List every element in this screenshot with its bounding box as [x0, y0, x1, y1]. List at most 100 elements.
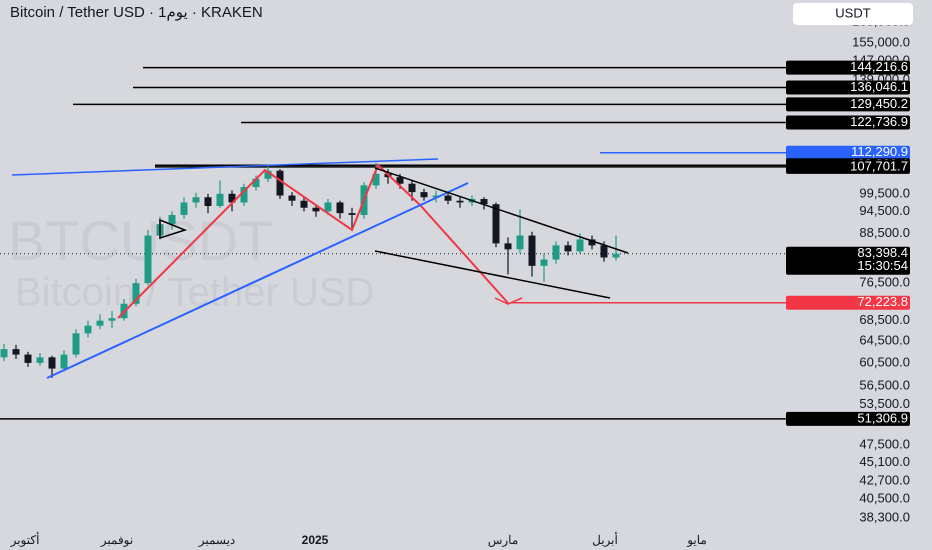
- y-tick-label: 155,000.0: [852, 35, 910, 50]
- y-tick-label: 42,700.0: [859, 473, 910, 488]
- x-tick-label: مايو: [686, 533, 707, 547]
- x-tick-label: أكتوبر: [10, 532, 40, 547]
- drawings: [11, 158, 629, 379]
- candle-body: [396, 177, 404, 184]
- arrow: [494, 297, 523, 305]
- level-box: [786, 295, 910, 310]
- candle-body: [48, 357, 56, 369]
- y-tick-label: 99,500.0: [859, 185, 910, 200]
- currency-button[interactable]: [793, 3, 913, 25]
- candle-body: [264, 170, 272, 179]
- candle-body: [564, 245, 572, 252]
- level-box: [786, 411, 910, 426]
- y-tick-label: 94,500.0: [859, 203, 910, 218]
- level-label: 107,701.7: [850, 158, 908, 173]
- candle-body: [72, 333, 80, 355]
- candle-body: [588, 239, 596, 246]
- candle-body: [552, 245, 560, 260]
- candle-body: [312, 207, 320, 212]
- candle-body: [108, 318, 116, 321]
- candle-body: [504, 243, 512, 250]
- level-box: [786, 97, 910, 112]
- x-tick-label: نوفمبر: [100, 533, 133, 547]
- candle-body: [36, 357, 44, 363]
- candle-body: [192, 197, 200, 203]
- candle-body: [432, 195, 440, 198]
- y-tick-label: 47,500.0: [859, 437, 910, 452]
- y-tick-label: 45,100.0: [859, 454, 910, 469]
- candle-body: [528, 235, 536, 266]
- candle-body: [252, 178, 260, 188]
- y-tick-label: 38,300.0: [859, 510, 910, 525]
- x-tick-label: 2025: [302, 533, 329, 547]
- level-box: [786, 60, 910, 75]
- level-label: 112,290.9: [851, 144, 908, 159]
- candle-body: [336, 202, 344, 214]
- candle-body: [240, 187, 248, 203]
- price-axis: 165,000.0155,000.0147,000.0139,000.099,5…: [786, 13, 910, 525]
- trend-line: [11, 158, 439, 176]
- y-tick-label: 53,500.0: [859, 396, 910, 411]
- candle-body: [228, 193, 236, 203]
- candle-body: [600, 245, 608, 258]
- x-tick-label: مارس: [488, 533, 519, 547]
- level-label: 144,216.6: [850, 59, 908, 74]
- candle-body: [408, 183, 416, 193]
- candle-body: [60, 354, 68, 369]
- level-label: 51,306.9: [857, 410, 908, 425]
- candle-body: [480, 198, 488, 205]
- y-tick-label: 88,500.0: [859, 225, 910, 240]
- candle-body: [516, 235, 524, 250]
- candle-body: [276, 170, 284, 196]
- candle-body: [576, 239, 584, 252]
- candle-body: [444, 195, 452, 201]
- level-label: 129,450.2: [850, 96, 908, 111]
- candle-body: [204, 197, 212, 206]
- candle-body: [456, 200, 464, 203]
- candles: [0, 162, 620, 378]
- watermark: Bitcoin / Tether USD: [15, 271, 374, 315]
- level-box: [786, 80, 910, 95]
- triangle: [159, 218, 188, 240]
- candle-body: [12, 349, 20, 355]
- candle-body: [288, 195, 296, 201]
- candle-body: [372, 173, 380, 186]
- y-tick-label: 56,500.0: [859, 378, 910, 393]
- y-tick-label: 60,500.0: [859, 354, 910, 369]
- x-tick-label: أبريل: [592, 532, 618, 547]
- level-label: 72,223.8: [857, 294, 908, 309]
- candle-body: [180, 202, 188, 215]
- level-label: 122,736.9: [850, 114, 908, 129]
- candle-body: [84, 325, 92, 334]
- candle-body: [24, 354, 32, 363]
- candle-body: [144, 235, 152, 284]
- currency-label[interactable]: USDT: [835, 5, 870, 20]
- level-box: [786, 145, 910, 160]
- current-price-label: 83,398.4: [857, 245, 908, 260]
- level-box: [786, 115, 910, 130]
- candle-body: [540, 259, 548, 266]
- candle-body: [96, 320, 104, 326]
- y-tick-label: 68,500.0: [859, 312, 910, 327]
- candle-body: [420, 192, 428, 198]
- candle-body: [492, 204, 500, 244]
- channel-line: [374, 250, 611, 299]
- zigzag: [117, 163, 509, 319]
- level-label: 136,046.1: [850, 79, 908, 94]
- y-tick-label: 64,500.0: [859, 333, 910, 348]
- countdown-label: 15:30:54: [857, 258, 908, 273]
- watermark: BTCUSDT: [8, 209, 272, 272]
- candle-body: [612, 253, 620, 258]
- x-tick-label: ديسمبر: [198, 533, 236, 547]
- chart-title: Bitcoin / Tether USD · 1يوم · KRAKEN: [10, 4, 263, 21]
- candle-body: [300, 200, 308, 208]
- channel-line: [374, 167, 629, 254]
- candle-body: [348, 213, 356, 215]
- candle-body: [132, 283, 140, 304]
- trend-line: [46, 182, 469, 379]
- candle-body: [324, 202, 332, 212]
- current-price-box: [786, 246, 910, 275]
- candle-body: [0, 349, 8, 358]
